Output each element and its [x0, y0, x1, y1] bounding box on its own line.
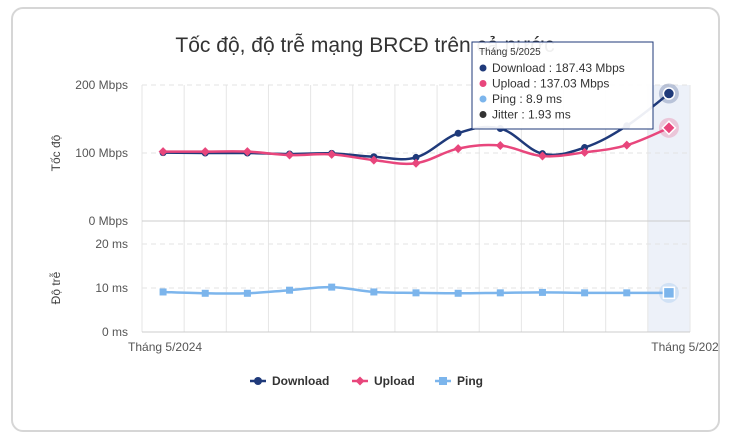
legend-item-ping[interactable]: Ping — [435, 374, 483, 388]
point-ping-3[interactable] — [286, 286, 294, 294]
point-upload-12[interactable] — [661, 120, 677, 136]
point-upload-9[interactable] — [537, 151, 547, 161]
point-ping-5[interactable] — [370, 288, 378, 296]
point-ping-7[interactable] — [454, 289, 462, 297]
legend-item-upload[interactable]: Upload — [352, 374, 415, 388]
point-upload-11[interactable] — [622, 140, 632, 150]
point-ping-12[interactable] — [662, 286, 676, 300]
y-tick-label: 0 Mbps — [89, 214, 128, 228]
tooltip-box — [471, 41, 654, 130]
point-ping-4[interactable] — [328, 283, 336, 291]
point-upload-5[interactable] — [369, 155, 379, 165]
point-upload-0[interactable] — [158, 147, 168, 157]
point-ping-11[interactable] — [623, 289, 631, 297]
tooltip-row: Ping : 8.9 ms — [492, 92, 562, 106]
point-ping-1[interactable] — [201, 289, 209, 297]
y-tick-label: 200 Mbps — [75, 78, 128, 92]
point-ping-10[interactable] — [581, 289, 589, 297]
tooltip-row: Jitter : 1.93 ms — [492, 108, 571, 122]
x-tick-last: Tháng 5/202 — [651, 340, 719, 354]
tooltip: Tháng 5/2025 Download : 187.43 Mbps Upload… — [471, 41, 654, 130]
grid — [141, 84, 691, 333]
axes: 0 Mbps 100 Mbps 200 Mbps Tốc độ 0 ms 10 ms 20 … — [48, 78, 719, 354]
x-tick-first: Tháng 5/2024 — [128, 340, 202, 354]
y-tick-label: 100 Mbps — [75, 146, 128, 160]
point-download-6[interactable] — [412, 153, 420, 161]
point-upload-4[interactable] — [327, 149, 337, 159]
point-download-10[interactable] — [581, 144, 589, 152]
y-tick-label: 20 ms — [95, 237, 128, 251]
point-download-12[interactable] — [662, 87, 676, 100]
point-upload-1[interactable] — [200, 147, 210, 157]
legend-label: Ping — [457, 374, 483, 388]
tooltip-dot — [479, 80, 487, 87]
series-layer — [158, 83, 679, 303]
tooltip-header: Tháng 5/2025 — [479, 47, 541, 58]
y-axis-title: Độ trễ — [48, 271, 63, 304]
point-ping-8[interactable] — [496, 289, 504, 297]
y-tick-label: 10 ms — [95, 281, 128, 295]
point-upload-10[interactable] — [580, 147, 590, 157]
point-upload-3[interactable] — [285, 150, 295, 160]
legend-label: Upload — [374, 374, 415, 388]
point-ping-0[interactable] — [159, 288, 167, 296]
point-ping-6[interactable] — [412, 289, 420, 297]
tooltip-dot — [479, 95, 487, 103]
tooltip-dot — [479, 111, 487, 118]
point-upload-2[interactable] — [242, 147, 252, 157]
point-download-7[interactable] — [454, 129, 462, 137]
legend-marker — [355, 376, 365, 386]
tooltip-row: Download : 187.43 Mbps — [492, 61, 625, 75]
legend-label: Download — [272, 374, 329, 388]
y-axis-title: Tốc độ — [49, 134, 63, 171]
point-upload-8[interactable] — [495, 141, 505, 151]
y-tick-label: 0 ms — [102, 325, 128, 339]
chart-title: Tốc độ, độ trễ mạng BRCĐ trên cả nước — [175, 34, 554, 57]
legend-item-download[interactable]: Download — [250, 374, 329, 388]
point-ping-9[interactable] — [538, 288, 546, 296]
legend-marker — [254, 377, 262, 385]
point-upload-6[interactable] — [411, 158, 421, 168]
point-ping-2[interactable] — [243, 289, 251, 297]
tooltip-dot — [479, 64, 487, 72]
point-upload-7[interactable] — [453, 144, 463, 154]
tooltip-row: Upload : 137.03 Mbps — [492, 77, 609, 91]
legend-marker — [439, 377, 447, 385]
legend: Download Upload Ping — [250, 374, 483, 388]
